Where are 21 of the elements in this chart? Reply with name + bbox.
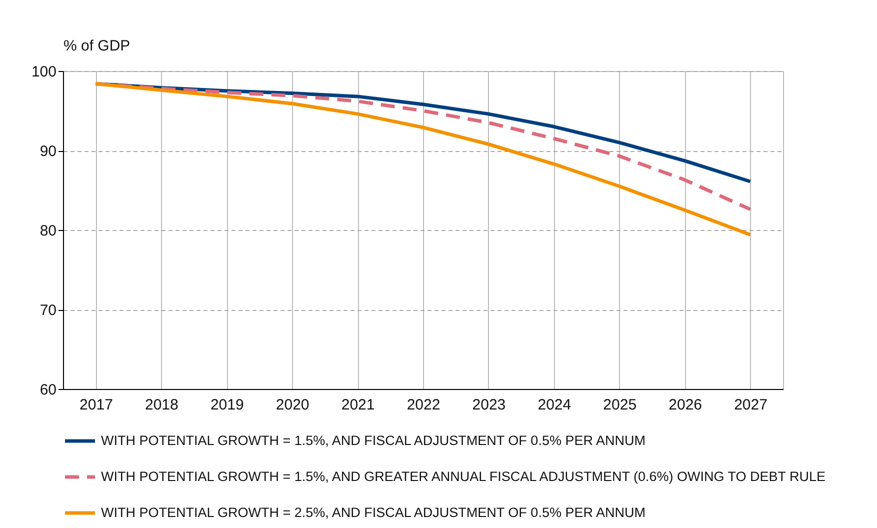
legend-label: WITH POTENTIAL GROWTH = 2.5%, AND FISCAL ADJUSTMENT OF 0.5% PER ANNUM xyxy=(101,505,646,520)
x-tick-label: 2026 xyxy=(668,396,702,414)
x-tick-label: 2025 xyxy=(603,396,637,414)
y-tick-label: 80 xyxy=(40,222,56,240)
line-series xyxy=(94,82,752,237)
legend-label: WITH POTENTIAL GROWTH = 1.5%, AND GREATER ANNUAL FISCAL ADJUSTMENT (0.6%) OWING TO DEBT RULE xyxy=(101,469,826,484)
x-tick-label: 2024 xyxy=(538,396,572,414)
x-tick-label: 2022 xyxy=(406,396,440,414)
y-tick-label: 60 xyxy=(40,382,56,398)
x-tick-label: 2021 xyxy=(341,396,375,414)
y-tick-label: 70 xyxy=(40,302,56,319)
x-tick-label: 2027 xyxy=(734,396,768,414)
legend-label: WITH POTENTIAL GROWTH = 1.5%, AND FISCAL ADJUSTMENT OF 0.5% PER ANNUM xyxy=(101,433,646,448)
x-tick-label: 2023 xyxy=(472,396,506,414)
x-tick-label: 2019 xyxy=(210,396,244,414)
x-tick-label: 2018 xyxy=(144,396,178,414)
x-tick-label: 2017 xyxy=(80,396,113,414)
y-tick-label: 100 xyxy=(31,64,56,80)
x-tick-label: 2020 xyxy=(276,396,310,414)
y-tick-label: 90 xyxy=(40,143,56,160)
y-axis-title: % of GDP xyxy=(64,38,130,54)
